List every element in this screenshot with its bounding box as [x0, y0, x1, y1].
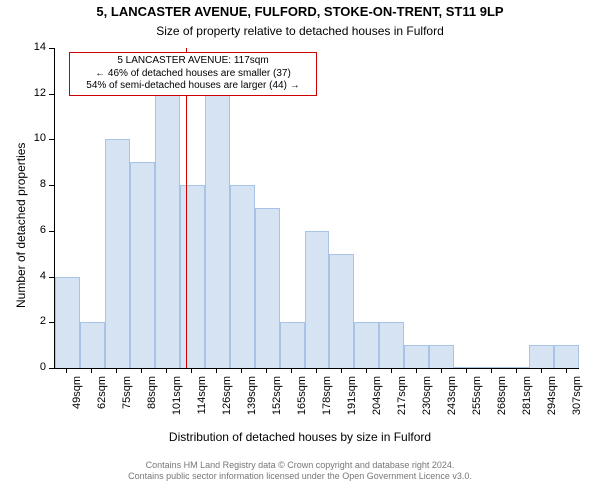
annotation-line1: 5 LANCASTER AVENUE: 117sqm — [74, 55, 312, 68]
x-tick-label: 62sqm — [96, 376, 108, 426]
annotation-line3: 54% of semi-detached houses are larger (… — [74, 80, 312, 93]
x-tick-label: 88sqm — [146, 376, 158, 426]
y-tick-label: 14 — [24, 41, 46, 53]
annotation-line2: ← 46% of detached houses are smaller (37… — [74, 68, 312, 81]
footer-line1: Contains HM Land Registry data © Crown c… — [0, 460, 600, 471]
footer-line2: Contains public sector information licen… — [0, 471, 600, 482]
chart-subtitle: Size of property relative to detached ho… — [0, 24, 600, 38]
x-tick-mark — [266, 368, 267, 373]
x-tick-mark — [316, 368, 317, 373]
x-tick-label: 178sqm — [321, 376, 333, 426]
annotation-box: 5 LANCASTER AVENUE: 117sqm ← 46% of deta… — [69, 52, 317, 96]
bar — [454, 367, 479, 368]
x-tick-label: 294sqm — [546, 376, 558, 426]
chart-footer: Contains HM Land Registry data © Crown c… — [0, 460, 600, 482]
x-tick-mark — [566, 368, 567, 373]
bar — [230, 185, 255, 368]
y-tick-label: 4 — [24, 270, 46, 282]
y-tick-mark — [49, 322, 54, 323]
y-tick-mark — [49, 231, 54, 232]
x-tick-label: 126sqm — [221, 376, 233, 426]
bar — [180, 185, 205, 368]
x-tick-label: 281sqm — [521, 376, 533, 426]
bar — [379, 322, 404, 368]
bar — [479, 367, 504, 368]
x-tick-label: 307sqm — [571, 376, 583, 426]
y-tick-mark — [49, 94, 54, 95]
y-tick-mark — [49, 139, 54, 140]
bar — [105, 139, 130, 368]
bar — [255, 208, 280, 368]
x-tick-label: 139sqm — [246, 376, 258, 426]
x-axis-label: Distribution of detached houses by size … — [0, 430, 600, 444]
bar — [205, 71, 230, 368]
x-tick-label: 191sqm — [346, 376, 358, 426]
y-tick-mark — [49, 48, 54, 49]
bar — [529, 345, 554, 368]
x-tick-mark — [466, 368, 467, 373]
x-tick-label: 152sqm — [271, 376, 283, 426]
x-tick-mark — [291, 368, 292, 373]
x-tick-label: 230sqm — [421, 376, 433, 426]
bar — [55, 277, 80, 368]
x-tick-mark — [541, 368, 542, 373]
x-tick-mark — [416, 368, 417, 373]
bar — [429, 345, 454, 368]
y-tick-label: 10 — [24, 132, 46, 144]
y-tick-mark — [49, 185, 54, 186]
x-tick-mark — [366, 368, 367, 373]
x-tick-mark — [216, 368, 217, 373]
x-tick-mark — [191, 368, 192, 373]
y-tick-label: 6 — [24, 224, 46, 236]
x-tick-label: 114sqm — [196, 376, 208, 426]
bar — [354, 322, 379, 368]
x-tick-mark — [341, 368, 342, 373]
y-tick-mark — [49, 277, 54, 278]
x-tick-mark — [391, 368, 392, 373]
x-tick-mark — [66, 368, 67, 373]
plot-area: 5 LANCASTER AVENUE: 117sqm ← 46% of deta… — [54, 48, 579, 369]
x-tick-label: 255sqm — [471, 376, 483, 426]
bar — [404, 345, 429, 368]
x-tick-label: 217sqm — [396, 376, 408, 426]
y-tick-mark — [49, 368, 54, 369]
y-tick-label: 2 — [24, 315, 46, 327]
x-tick-label: 165sqm — [296, 376, 308, 426]
x-tick-mark — [441, 368, 442, 373]
bar — [329, 254, 354, 368]
x-tick-mark — [516, 368, 517, 373]
x-tick-label: 243sqm — [446, 376, 458, 426]
subject-marker-line — [186, 48, 187, 368]
bar — [155, 94, 180, 368]
bar — [280, 322, 305, 368]
bar — [130, 162, 155, 368]
x-tick-label: 49sqm — [71, 376, 83, 426]
chart-title: 5, LANCASTER AVENUE, FULFORD, STOKE-ON-T… — [0, 4, 600, 19]
x-tick-mark — [91, 368, 92, 373]
x-tick-mark — [241, 368, 242, 373]
bar — [80, 322, 105, 368]
x-tick-label: 268sqm — [496, 376, 508, 426]
y-tick-label: 0 — [24, 361, 46, 373]
x-tick-mark — [491, 368, 492, 373]
property-size-chart: 5, LANCASTER AVENUE, FULFORD, STOKE-ON-T… — [0, 0, 600, 500]
bar — [504, 367, 529, 368]
x-tick-label: 204sqm — [371, 376, 383, 426]
x-tick-label: 101sqm — [171, 376, 183, 426]
y-tick-label: 8 — [24, 178, 46, 190]
y-tick-label: 12 — [24, 87, 46, 99]
bar — [305, 231, 330, 368]
x-tick-mark — [116, 368, 117, 373]
x-tick-label: 75sqm — [121, 376, 133, 426]
bar — [554, 345, 579, 368]
x-tick-mark — [166, 368, 167, 373]
x-tick-mark — [141, 368, 142, 373]
